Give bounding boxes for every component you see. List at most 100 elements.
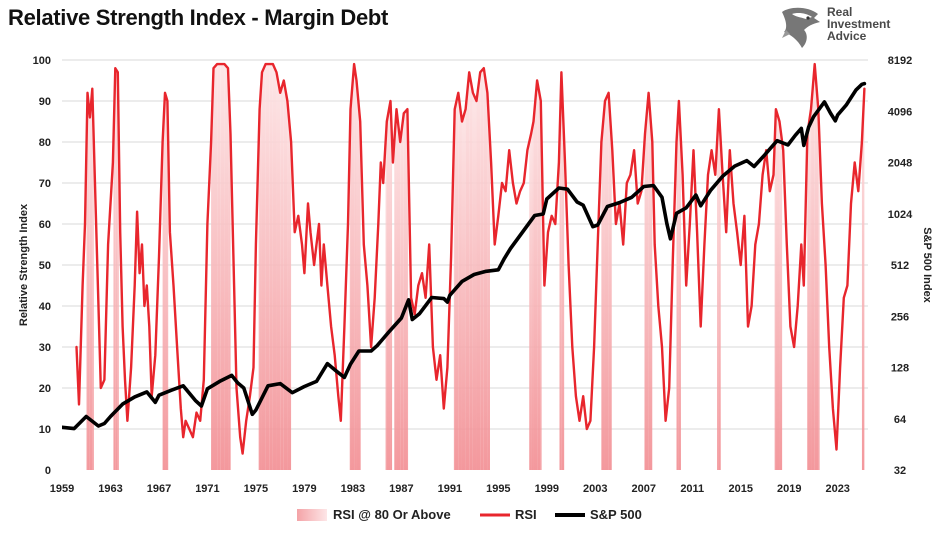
rsi-80-shade-segment — [272, 64, 277, 470]
brand-logo: Real Investment Advice — [776, 4, 926, 50]
rsi-80-shade-segment — [287, 101, 292, 470]
rsi-series — [75, 62, 866, 455]
right-tick-label: 32 — [894, 465, 906, 477]
left-tick-label: 30 — [39, 342, 51, 354]
right-axis-ticks: 32 64 128 256 512 1024 2048 4096 8192 — [888, 55, 913, 477]
sp500-line — [62, 81, 867, 431]
rsi-80-shade-segment — [676, 101, 679, 470]
rsi-80-shade-segment — [454, 92, 459, 471]
left-tick-label: 70 — [39, 178, 51, 190]
x-tick-label: 2023 — [825, 483, 849, 495]
rsi-80-shade-segment — [480, 68, 484, 470]
legend-label-rsi: RSI — [515, 507, 537, 522]
rsi-80-shade-segment — [87, 92, 90, 471]
rsi-80-shade-segment — [465, 72, 470, 471]
rsi-80-shade-segment — [717, 109, 719, 470]
legend-swatch-rsi-80 — [297, 509, 327, 521]
rsi-80-shade-segment — [217, 64, 221, 470]
rsi-80-shade-segment — [487, 92, 490, 471]
chart-title: Relative Strength Index - Margin Debt — [8, 5, 389, 30]
rsi-80-shade-segment — [276, 72, 281, 471]
left-tick-label: 100 — [33, 55, 51, 67]
rsi-80-shade-segment — [385, 121, 387, 470]
left-axis-title: Relative Strength Index — [18, 203, 30, 326]
x-tick-label: 1995 — [486, 483, 510, 495]
rsi-80-shade-segment — [269, 64, 273, 470]
rsi-80-shade-segment — [386, 101, 391, 470]
x-tick-label: 1975 — [244, 483, 268, 495]
rsi-80-shade-segment — [529, 133, 532, 471]
left-tick-label: 40 — [39, 301, 51, 313]
rsi-80-shade-segment — [261, 64, 266, 470]
rsi-80-shade-segment — [360, 121, 361, 470]
left-axis-ticks: 0 10 20 30 40 50 60 70 80 90 100 — [33, 55, 51, 477]
right-tick-label: 4096 — [888, 106, 912, 118]
rsi-80-shade-segment — [559, 72, 562, 471]
rsi-80-shade-segment — [483, 68, 488, 470]
legend: RSI @ 80 Or Above RSI S&P 500 — [297, 507, 642, 522]
rsi-80-shade-segment — [283, 80, 288, 470]
x-tick-label: 1959 — [50, 483, 74, 495]
rsi-80-shade-segment — [224, 64, 229, 470]
brand-line-3: Advice — [827, 29, 867, 43]
rsi-80-shade-segment — [349, 109, 351, 470]
rsi-80-shade-segment — [779, 121, 783, 470]
x-tick-label: 2011 — [680, 483, 704, 495]
rsi-80-shade-segment — [407, 109, 409, 470]
rsi-80-shade-segment — [220, 64, 225, 470]
left-tick-label: 20 — [39, 383, 51, 395]
rsi-80-shade-segment — [533, 80, 538, 470]
rsi-80-shade-segment — [354, 64, 357, 470]
rsi-80-shade-segment — [213, 64, 218, 470]
rsi-80-shade-segment — [259, 72, 262, 471]
x-tick-label: 2007 — [632, 483, 656, 495]
rsi-80-shade-segment — [469, 72, 473, 471]
rsi-80-shade-segment — [165, 92, 168, 471]
rsi-80-shade-segment — [258, 109, 260, 470]
x-axis-ticks: 1959 1963 1967 1971 1975 1979 1983 1987 1991 1995… — [50, 483, 850, 495]
rsi-80-shade-segment — [531, 121, 534, 470]
rsi-80-shade-segment — [818, 109, 820, 470]
rsi-80-shade-segment — [537, 80, 541, 470]
rsi-80-shade-segment — [476, 72, 481, 471]
right-tick-label: 64 — [894, 414, 907, 426]
rsi-80-shade-segment — [113, 68, 116, 470]
rsi-80-shade-segment — [390, 101, 393, 470]
brand-line-2: Investment — [827, 17, 891, 31]
right-tick-label: 512 — [891, 260, 909, 272]
left-tick-label: 90 — [39, 96, 51, 108]
rsi-80-shade-segment — [807, 109, 812, 470]
brand-line-1: Real — [827, 5, 853, 19]
right-tick-label: 2048 — [888, 158, 912, 170]
rsi-80-shade-segment — [718, 109, 721, 470]
x-tick-label: 1979 — [292, 483, 316, 495]
rsi-80-shade-segment — [265, 64, 270, 470]
right-axis-title: S&P 500 Index — [921, 227, 933, 303]
right-tick-label: 1024 — [888, 209, 913, 221]
x-tick-label: 1963 — [98, 483, 122, 495]
eagle-head-icon — [782, 7, 820, 49]
legend-label-rsi-80: RSI @ 80 Or Above — [333, 507, 451, 522]
rsi-80-shade-segment — [774, 109, 776, 470]
rsi-80-shade-segment — [472, 92, 477, 471]
left-tick-label: 60 — [39, 219, 51, 231]
rsi-80-shade-segment — [644, 133, 645, 471]
right-tick-label: 8192 — [888, 55, 912, 67]
rsi-80-area — [86, 64, 865, 471]
rsi-80-shade-segment — [350, 64, 355, 470]
rsi-80-shade-segment — [211, 68, 214, 470]
x-tick-label: 2019 — [777, 483, 801, 495]
rsi-80-shade-segment — [162, 92, 166, 471]
x-tick-label: 1991 — [438, 483, 462, 495]
rsi-80-shade-segment — [228, 68, 231, 470]
rsi-80-shade-segment — [92, 88, 94, 470]
rsi-80-shade-segment — [601, 101, 605, 470]
rsi-80-shade-segment — [608, 92, 612, 471]
x-tick-label: 1983 — [341, 483, 365, 495]
x-tick-label: 2003 — [583, 483, 607, 495]
rsi-80-shade-segment — [811, 64, 815, 470]
left-tick-label: 10 — [39, 424, 51, 436]
rsi-80-shade-segment — [775, 109, 780, 470]
x-tick-label: 2015 — [728, 483, 752, 495]
